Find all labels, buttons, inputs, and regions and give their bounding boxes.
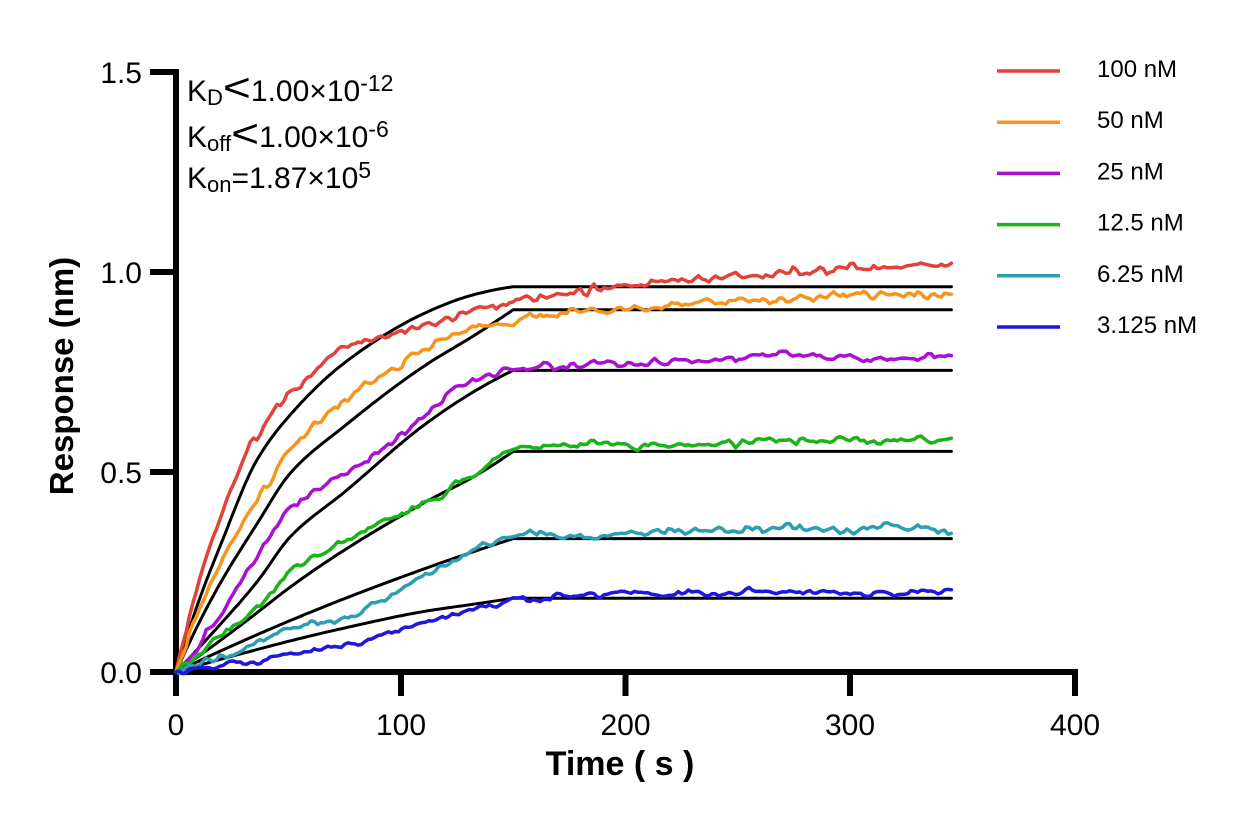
svg-text:0.5: 0.5 xyxy=(100,457,142,490)
svg-text:100 nM: 100 nM xyxy=(1097,56,1177,83)
svg-text:25 nM: 25 nM xyxy=(1097,158,1164,185)
svg-text:50 nM: 50 nM xyxy=(1097,107,1164,134)
svg-text:12.5 nM: 12.5 nM xyxy=(1097,210,1184,237)
svg-text:400: 400 xyxy=(1050,709,1100,742)
svg-text:0.0: 0.0 xyxy=(100,657,142,690)
svg-text:100: 100 xyxy=(376,709,426,742)
svg-text:6.25 nM: 6.25 nM xyxy=(1097,261,1184,288)
svg-text:200: 200 xyxy=(600,709,650,742)
svg-text:Response (nm): Response (nm) xyxy=(43,257,80,495)
svg-text:0: 0 xyxy=(168,709,185,742)
svg-text:Time ( s ): Time ( s ) xyxy=(546,745,695,783)
svg-text:1.5: 1.5 xyxy=(100,57,142,90)
svg-text:300: 300 xyxy=(825,709,875,742)
svg-text:1.0: 1.0 xyxy=(100,257,142,290)
svg-text:3.125 nM: 3.125 nM xyxy=(1097,312,1197,339)
